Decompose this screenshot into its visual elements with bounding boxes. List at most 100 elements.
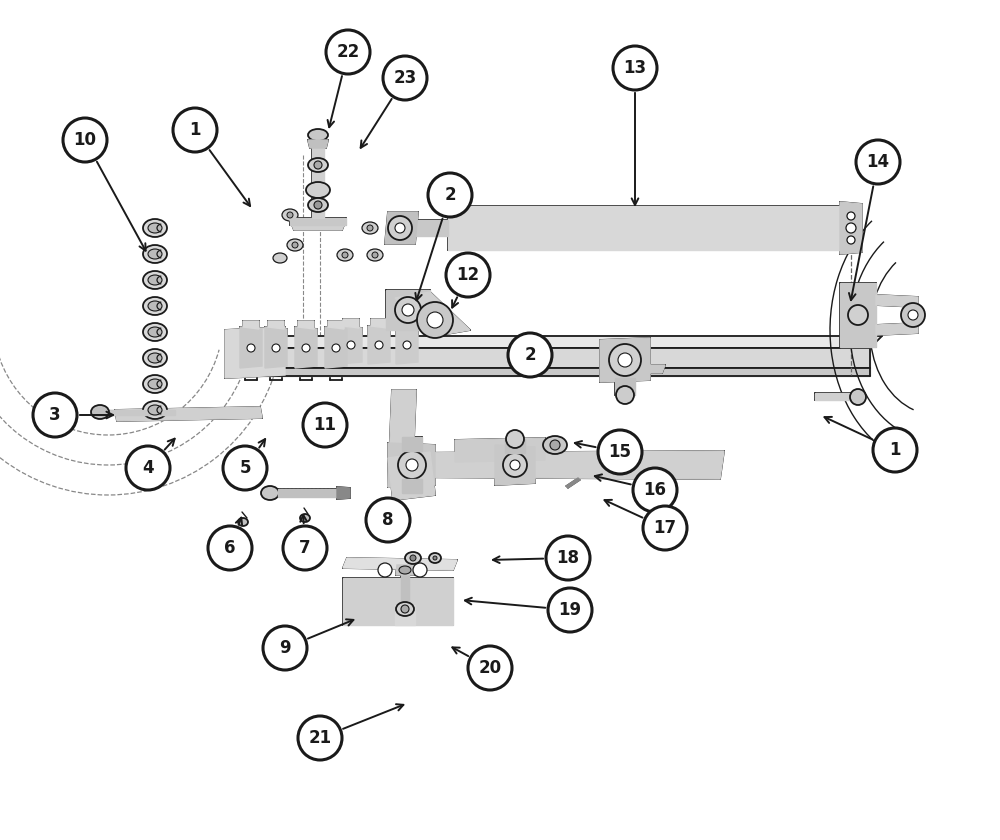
Circle shape	[208, 526, 252, 570]
Circle shape	[873, 428, 917, 472]
Text: 21: 21	[308, 729, 332, 747]
Ellipse shape	[143, 401, 167, 419]
Ellipse shape	[148, 223, 162, 233]
Ellipse shape	[148, 405, 162, 415]
Circle shape	[388, 216, 412, 240]
Polygon shape	[268, 321, 284, 329]
Text: 14: 14	[866, 153, 890, 171]
Polygon shape	[298, 321, 314, 329]
Circle shape	[847, 236, 855, 244]
Circle shape	[850, 389, 866, 405]
Polygon shape	[240, 327, 262, 368]
Text: 15: 15	[608, 443, 632, 461]
Ellipse shape	[143, 245, 167, 263]
Circle shape	[643, 506, 687, 550]
Text: 19: 19	[558, 601, 582, 619]
Circle shape	[609, 344, 641, 376]
Polygon shape	[240, 368, 870, 376]
Polygon shape	[401, 575, 409, 607]
Text: 8: 8	[382, 511, 394, 529]
Circle shape	[303, 403, 347, 447]
Circle shape	[598, 430, 642, 474]
Circle shape	[223, 446, 267, 490]
Polygon shape	[402, 479, 422, 493]
Polygon shape	[448, 206, 840, 250]
Circle shape	[63, 118, 107, 162]
Circle shape	[427, 312, 443, 328]
Circle shape	[510, 460, 520, 470]
Ellipse shape	[143, 219, 167, 237]
Ellipse shape	[148, 249, 162, 259]
Polygon shape	[290, 218, 346, 225]
Polygon shape	[840, 283, 876, 347]
Circle shape	[247, 344, 255, 352]
Polygon shape	[505, 439, 525, 453]
Circle shape	[314, 161, 322, 169]
Circle shape	[413, 563, 427, 577]
Text: 16: 16	[644, 481, 666, 499]
Polygon shape	[308, 140, 328, 148]
Polygon shape	[386, 290, 430, 330]
Polygon shape	[290, 220, 346, 230]
Polygon shape	[815, 393, 855, 400]
Ellipse shape	[238, 518, 248, 526]
Polygon shape	[388, 452, 435, 500]
Polygon shape	[395, 605, 415, 625]
Circle shape	[398, 451, 426, 479]
Ellipse shape	[308, 129, 328, 141]
Text: 20: 20	[478, 659, 502, 677]
Ellipse shape	[282, 209, 298, 221]
Circle shape	[417, 302, 453, 338]
Ellipse shape	[148, 275, 162, 285]
Ellipse shape	[143, 323, 167, 341]
Circle shape	[367, 225, 373, 231]
Ellipse shape	[399, 566, 411, 574]
Polygon shape	[243, 321, 259, 329]
Circle shape	[395, 223, 405, 233]
Ellipse shape	[91, 405, 109, 419]
Circle shape	[618, 353, 632, 367]
Circle shape	[314, 201, 322, 209]
Text: 12: 12	[456, 266, 480, 284]
Circle shape	[298, 716, 342, 760]
Circle shape	[508, 333, 552, 377]
Polygon shape	[371, 319, 387, 328]
Polygon shape	[388, 390, 416, 487]
Circle shape	[375, 341, 383, 349]
Text: 10: 10	[74, 131, 97, 149]
Circle shape	[633, 468, 677, 512]
Polygon shape	[645, 365, 665, 373]
Ellipse shape	[429, 553, 441, 563]
Text: 23: 23	[393, 69, 417, 87]
Circle shape	[326, 30, 370, 74]
Circle shape	[403, 341, 411, 349]
Ellipse shape	[148, 353, 162, 363]
Circle shape	[33, 393, 77, 437]
Polygon shape	[402, 437, 422, 451]
Circle shape	[908, 310, 918, 320]
Polygon shape	[495, 445, 535, 485]
Polygon shape	[368, 326, 390, 364]
Ellipse shape	[143, 271, 167, 289]
Polygon shape	[105, 410, 175, 415]
Polygon shape	[388, 443, 435, 487]
Circle shape	[550, 440, 560, 450]
Circle shape	[283, 526, 327, 570]
Circle shape	[332, 344, 340, 352]
Text: 1: 1	[189, 121, 201, 139]
Polygon shape	[343, 578, 453, 625]
Polygon shape	[328, 321, 344, 329]
Ellipse shape	[306, 182, 330, 198]
Text: 5: 5	[239, 459, 251, 477]
Circle shape	[503, 453, 527, 477]
Polygon shape	[396, 326, 418, 364]
Text: 4: 4	[142, 459, 154, 477]
Circle shape	[126, 446, 170, 490]
Text: 2: 2	[444, 186, 456, 204]
Circle shape	[378, 563, 392, 577]
Ellipse shape	[148, 379, 162, 389]
Ellipse shape	[396, 602, 414, 616]
Ellipse shape	[362, 222, 378, 234]
Ellipse shape	[287, 239, 303, 251]
Circle shape	[292, 242, 298, 248]
